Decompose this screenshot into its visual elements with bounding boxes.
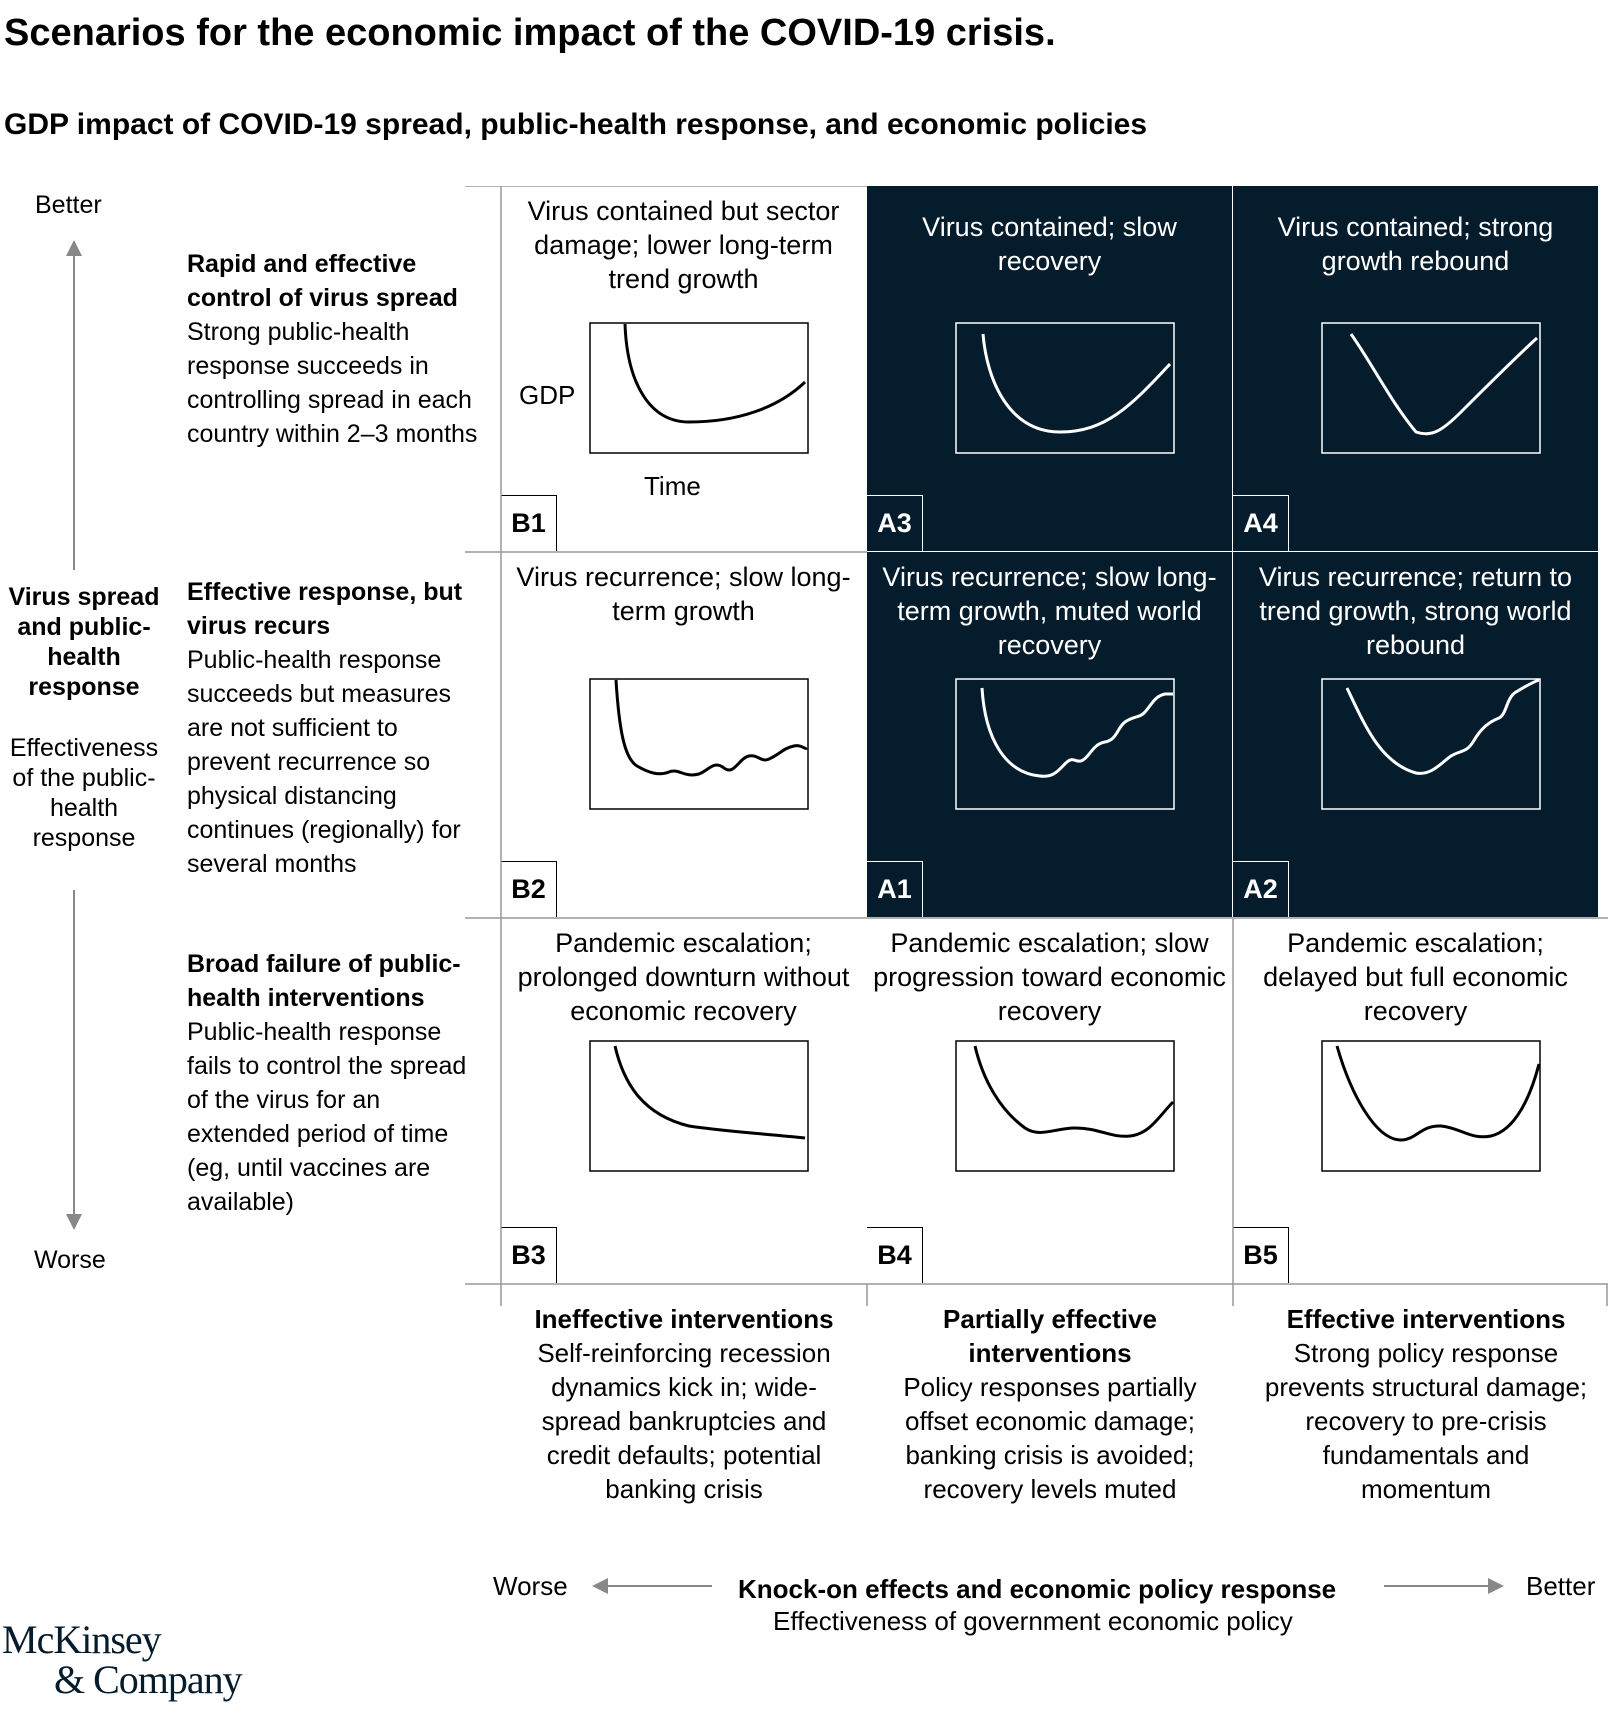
- column-label-head: Partially effective interventions: [943, 1304, 1157, 1368]
- scenario-code: A4: [1233, 495, 1289, 551]
- x-axis-left-arrow: [592, 1578, 712, 1594]
- gdp-curve-plot: [1321, 322, 1541, 454]
- y-axis-worse-label: Worse: [34, 1246, 106, 1274]
- scenario-title: Pandemic escalation; prolonged downturn …: [517, 928, 850, 1026]
- scenario-title: Pandemic escalation; delayed but full ec…: [1263, 928, 1568, 1026]
- y-axis-title: Virus spread and public-health response: [8, 583, 160, 701]
- gdp-curve: [973, 1045, 1175, 1138]
- gdp-curve-plot: [1321, 678, 1541, 810]
- scenario-title: Virus recurrence; slow long-term growth,…: [882, 562, 1217, 660]
- scenario-cell-a1: Virus recurrence; slow long-term growth,…: [867, 552, 1232, 917]
- y-axis-down-arrow: [66, 890, 82, 1230]
- row-label-body: Strong public-health response succeeds i…: [187, 318, 478, 448]
- gdp-curve: [981, 333, 1172, 434]
- scenario-cell-b4: Pandemic escalation; slow progression to…: [867, 918, 1232, 1283]
- x-axis-title: Knock-on effects and economic policy res…: [738, 1574, 1337, 1604]
- row-label-head: Broad failure of public-health intervent…: [187, 950, 461, 1012]
- x-axis-subtitle: Effectiveness of government economic pol…: [773, 1606, 1293, 1636]
- scenario-title: Virus recurrence; slow long-term growth: [516, 562, 851, 626]
- row-label-head: Rapid and effective control of virus spr…: [187, 250, 458, 312]
- y-axis-better-label: Better: [35, 191, 102, 219]
- scenario-cell-b1: Virus contained but sector damage; lower…: [501, 186, 866, 551]
- gdp-curve-plot: [1321, 1040, 1541, 1172]
- column-label-body: Strong policy response prevents structur…: [1264, 1338, 1588, 1504]
- logo-line-1: McKinsey: [2, 1617, 162, 1662]
- gdp-curve: [1345, 678, 1540, 775]
- page-subtitle: GDP impact of COVID-19 spread, public-he…: [4, 108, 1148, 141]
- scenario-cell-a2: Virus recurrence; return to trend growth…: [1233, 552, 1598, 917]
- scenario-title: Pandemic escalation; slow progression to…: [873, 928, 1226, 1026]
- scenario-grid: Virus contained but sector damage; lower…: [465, 186, 1608, 1306]
- column-label-head: Effective interventions: [1286, 1304, 1566, 1334]
- scenario-title: Virus contained; strong growth rebound: [1277, 212, 1554, 276]
- gdp-curve-plot: [955, 678, 1175, 810]
- mckinsey-logo: McKinsey & Company: [2, 1617, 243, 1702]
- scenario-code: B4: [867, 1227, 923, 1283]
- column-label-partially-effective: Partially effective interventions Policy…: [880, 1302, 1220, 1506]
- scenario-code: A3: [867, 495, 923, 551]
- column-label-effective: Effective interventions Strong policy re…: [1256, 1302, 1596, 1506]
- column-label-ineffective: Ineffective interventions Self-reinforci…: [514, 1302, 854, 1506]
- x-axis-better-label: Better: [1526, 1571, 1596, 1601]
- gdp-curve-plot: [589, 1040, 809, 1172]
- gdp-axis-label: GDP: [519, 380, 576, 410]
- gdp-curve: [980, 687, 1173, 778]
- row-label-body: Public-health response fails to control …: [187, 1018, 467, 1216]
- x-axis-right-arrow: [1384, 1578, 1504, 1594]
- scenario-cell-b3: Pandemic escalation; prolonged downturn …: [501, 918, 866, 1283]
- column-label-head: Ineffective interventions: [534, 1304, 834, 1334]
- scenario-cell-a4: Virus contained; strong growth rebound A…: [1233, 186, 1598, 551]
- row-label-head: Effective response, but virus recurs: [187, 578, 463, 640]
- column-label-body: Self-reinforcing recession dynamics kick…: [537, 1338, 831, 1504]
- row-label-rapid-control: Rapid and effective control of virus spr…: [187, 247, 497, 451]
- gdp-curve: [614, 679, 809, 777]
- scenario-title: Virus contained but sector damage; lower…: [527, 196, 840, 294]
- gdp-curve-plot: [589, 678, 809, 810]
- row-label-virus-recurs: Effective response, but virus recurs Pub…: [187, 575, 487, 881]
- grid-lines: [465, 186, 1608, 1306]
- column-label-body: Policy responses partially offset econom…: [903, 1372, 1197, 1504]
- page-title: Scenarios for the economic impact of the…: [4, 12, 1056, 54]
- scenario-code: A2: [1233, 861, 1289, 917]
- gdp-curve-plot: [955, 1040, 1175, 1172]
- gdp-curve: [1335, 1045, 1541, 1142]
- x-axis-worse-label: Worse: [493, 1571, 568, 1601]
- gdp-curve-plot: [589, 322, 809, 454]
- y-axis-subtitle: Effectiveness of the public-health respo…: [9, 734, 159, 852]
- gdp-curve-plot: [955, 322, 1175, 454]
- scenario-code: A1: [867, 861, 923, 917]
- scenario-cell-a3: Virus contained; slow recovery A3: [867, 186, 1232, 551]
- gdp-curve: [1349, 333, 1539, 436]
- scenario-code: B2: [501, 861, 557, 917]
- time-axis-label: Time: [644, 471, 701, 501]
- scenario-title: Virus recurrence; return to trend growth…: [1258, 562, 1573, 660]
- row-label-broad-failure: Broad failure of public-health intervent…: [187, 947, 487, 1219]
- scenario-cell-b2: Virus recurrence; slow long-term growth …: [501, 552, 866, 917]
- scenario-code: B1: [501, 495, 557, 551]
- gdp-curve: [613, 1045, 806, 1140]
- row-label-body: Public-health response succeeds but meas…: [187, 646, 461, 878]
- scenario-cell-b5: Pandemic escalation; delayed but full ec…: [1233, 918, 1598, 1283]
- logo-line-2: & Company: [54, 1657, 243, 1702]
- scenario-title: Virus contained; slow recovery: [922, 212, 1177, 276]
- scenario-code: B5: [1233, 1227, 1289, 1283]
- y-axis-up-arrow: [66, 240, 82, 570]
- gdp-curve: [623, 323, 807, 424]
- scenario-code: B3: [501, 1227, 557, 1283]
